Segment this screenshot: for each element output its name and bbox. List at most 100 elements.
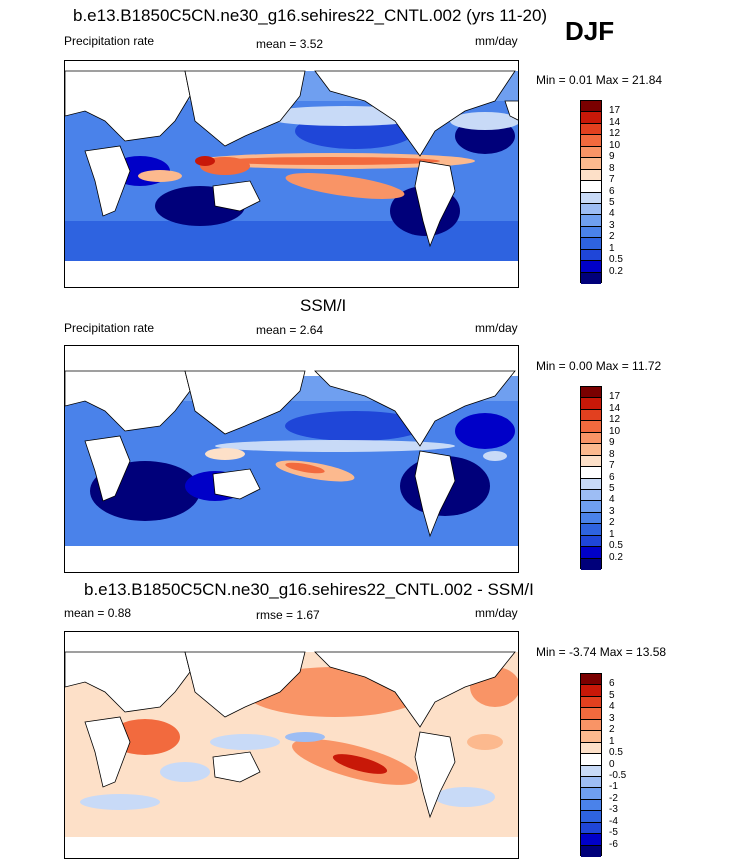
colorbar-tick-label: 6	[609, 471, 615, 483]
colorbar-tick-label: 2	[609, 231, 615, 243]
colorbar-swatch	[581, 547, 601, 559]
colorbar-swatch	[581, 123, 601, 136]
colorbar-swatch	[581, 765, 601, 777]
colorbar-tick-label: 3	[609, 219, 615, 231]
colorbar-tick-label: 6	[609, 678, 615, 690]
panel-1-mean: mean = 3.52	[256, 37, 324, 51]
colorbar-swatch	[581, 754, 601, 766]
colorbar-tick-label: 2	[609, 517, 615, 529]
panel-1-variable: Precipitation rate	[64, 34, 155, 48]
colorbar-tick-label: 4	[609, 701, 615, 713]
colorbar-tick-label: 7	[609, 174, 615, 186]
panel-3-title: b.e13.B1850C5CN.ne30_g16.sehires22_CNTL.…	[84, 580, 534, 599]
colorbar-swatch	[581, 192, 601, 204]
colorbar-tick-label: 17	[609, 105, 621, 117]
colorbar-swatch	[581, 822, 601, 835]
colorbar-swatch	[581, 512, 601, 525]
colorbar-swatch	[581, 558, 601, 570]
panel-2-minmax: Min = 0.00 Max = 11.72	[536, 359, 662, 373]
panel-2-colorbar	[580, 386, 602, 570]
colorbar-tick-label: 0.5	[609, 254, 623, 266]
colorbar-tick-label: 12	[609, 128, 621, 140]
colorbar-swatch	[581, 261, 601, 273]
colorbar-swatch	[581, 674, 601, 686]
colorbar-swatch	[581, 249, 601, 262]
colorbar-swatch	[581, 146, 601, 159]
panel-2-map	[64, 345, 519, 573]
colorbar-tick-label: -6	[609, 838, 618, 850]
colorbar-swatch	[581, 788, 601, 800]
colorbar-tick-label: 0	[609, 758, 615, 770]
colorbar-tick-label: 0.5	[609, 540, 623, 552]
colorbar-tick-label: -2	[609, 792, 618, 804]
colorbar-swatch	[581, 398, 601, 410]
panel-1-minmax: Min = 0.01 Max = 21.84	[536, 73, 663, 87]
colorbar-tick-label: -1	[609, 781, 618, 793]
colorbar-swatch	[581, 742, 601, 755]
season-label: DJF	[565, 16, 615, 46]
colorbar-tick-label: 0.5	[609, 747, 623, 759]
colorbar-tick-label: -4	[609, 815, 618, 827]
colorbar-swatch	[581, 215, 601, 227]
colorbar-tick-label: 6	[609, 185, 615, 197]
colorbar-tick-label: 8	[609, 448, 615, 460]
colorbar-swatch	[581, 226, 601, 239]
colorbar-tick-label: 4	[609, 494, 615, 506]
colorbar-swatch	[581, 203, 601, 216]
colorbar-swatch	[581, 501, 601, 513]
colorbar-swatch	[581, 696, 601, 709]
colorbar-tick-label: 3	[609, 712, 615, 724]
colorbar-swatch	[581, 719, 601, 732]
colorbar-swatch	[581, 467, 601, 479]
colorbar-tick-label: -5	[609, 827, 618, 839]
colorbar-swatch	[581, 811, 601, 823]
colorbar-swatch	[581, 535, 601, 548]
colorbar-swatch	[581, 685, 601, 697]
colorbar-tick-label: 14	[609, 116, 621, 128]
colorbar-swatch	[581, 101, 601, 113]
colorbar-tick-label: -3	[609, 804, 618, 816]
colorbar-swatch	[581, 478, 601, 490]
colorbar-tick-label: 1	[609, 528, 615, 540]
colorbar-swatch	[581, 731, 601, 743]
colorbar-swatch	[581, 158, 601, 170]
colorbar-tick-label: 1	[609, 735, 615, 747]
colorbar-tick-label: 14	[609, 402, 621, 414]
colorbar-swatch	[581, 524, 601, 536]
panel-3-mean: mean = 0.88	[64, 606, 132, 620]
colorbar-tick-label: 1	[609, 242, 615, 254]
colorbar-swatch	[581, 169, 601, 182]
colorbar-swatch	[581, 708, 601, 720]
colorbar-swatch	[581, 135, 601, 147]
colorbar-swatch	[581, 387, 601, 399]
colorbar-swatch	[581, 181, 601, 193]
panel-2-mean: mean = 2.64	[256, 323, 324, 337]
panel-1-map	[64, 60, 519, 288]
colorbar-tick-label: 5	[609, 482, 615, 494]
colorbar-tick-label: 4	[609, 208, 615, 220]
panel-2-variable: Precipitation rate	[64, 321, 155, 335]
panel-3-units: mm/day	[475, 606, 518, 620]
colorbar-swatch	[581, 432, 601, 445]
panel-3-minmax: Min = -3.74 Max = 13.58	[536, 645, 667, 659]
colorbar-swatch	[581, 421, 601, 433]
panel-2-title: SSM/I	[300, 296, 347, 315]
colorbar-swatch	[581, 409, 601, 422]
panel-1-units: mm/day	[475, 34, 518, 48]
colorbar-swatch	[581, 834, 601, 846]
colorbar-tick-label: 12	[609, 414, 621, 426]
panel-1-colorbar	[580, 100, 602, 284]
colorbar-swatch	[581, 845, 601, 857]
colorbar-tick-label: 10	[609, 425, 621, 437]
panel-3-rmse: rmse = 1.67	[256, 608, 320, 622]
panel-1-title: b.e13.B1850C5CN.ne30_g16.sehires22_CNTL.…	[73, 6, 548, 25]
panel-2-units: mm/day	[475, 321, 518, 335]
colorbar-tick-label: 3	[609, 505, 615, 517]
colorbar-swatch	[581, 489, 601, 502]
colorbar-swatch	[581, 776, 601, 789]
colorbar-tick-label: 8	[609, 162, 615, 174]
colorbar-tick-label: 5	[609, 196, 615, 208]
colorbar-swatch	[581, 238, 601, 250]
panel-3-colorbar	[580, 673, 602, 857]
colorbar-swatch	[581, 112, 601, 124]
